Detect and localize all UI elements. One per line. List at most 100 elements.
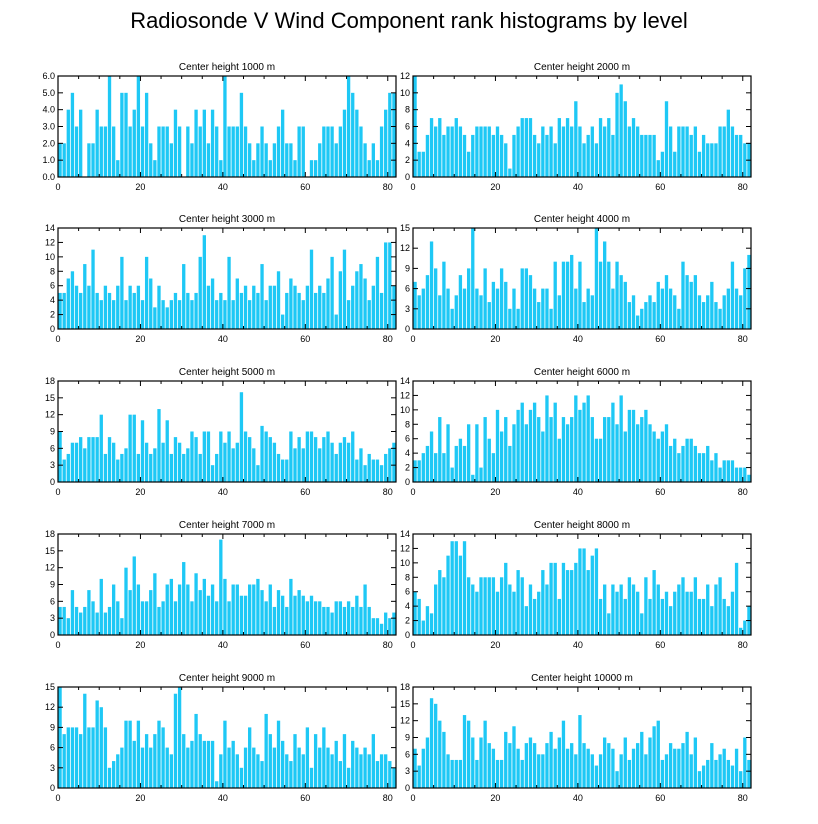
y-tick-label: 2.0: [42, 138, 55, 148]
bar: [210, 465, 215, 482]
bar: [685, 275, 689, 329]
y-tick-label: 0: [405, 783, 410, 793]
bar: [466, 151, 471, 177]
y-tick-label: 9: [50, 580, 55, 590]
bar: [293, 285, 297, 329]
bar: [177, 442, 182, 482]
y-tick-label: 10: [400, 405, 410, 415]
y-tick-label: 8: [405, 105, 410, 115]
bar: [594, 548, 599, 635]
y-tick-label: 12: [400, 243, 410, 253]
bar: [91, 727, 95, 788]
bar: [413, 748, 417, 788]
bar: [326, 126, 330, 177]
bar: [635, 126, 640, 177]
bar: [722, 460, 726, 482]
bar: [656, 584, 660, 635]
bar: [186, 126, 190, 177]
y-tick-label: 15: [45, 682, 55, 692]
bar: [297, 437, 301, 482]
bar: [235, 278, 239, 329]
bar: [107, 606, 112, 635]
bar: [644, 754, 648, 788]
bar: [83, 606, 87, 635]
bar: [260, 264, 264, 329]
bar: [726, 460, 730, 482]
bar: [153, 573, 157, 635]
bar: [603, 126, 607, 177]
bar: [120, 256, 124, 329]
bar: [367, 754, 371, 788]
bar: [553, 261, 557, 329]
bar: [223, 578, 227, 635]
bar: [570, 126, 574, 177]
bar: [169, 578, 174, 635]
bar: [379, 126, 384, 177]
bar: [578, 715, 582, 788]
bar: [607, 613, 611, 635]
bar: [434, 268, 438, 329]
bar: [516, 126, 520, 177]
bar: [582, 743, 586, 788]
bar: [438, 295, 442, 329]
x-tick-label: 60: [655, 487, 665, 497]
bar: [280, 740, 285, 788]
bar: [239, 292, 244, 329]
bar: [553, 143, 557, 177]
bar: [483, 720, 487, 788]
bar: [598, 754, 603, 788]
bar: [248, 584, 252, 635]
bar: [706, 759, 710, 788]
bar: [379, 465, 384, 482]
bar: [330, 442, 334, 482]
bar: [157, 126, 161, 177]
bar: [504, 281, 508, 329]
bar: [495, 759, 500, 788]
y-tick-label: 6: [405, 434, 410, 444]
bar: [582, 302, 586, 329]
bar: [524, 268, 529, 329]
y-tick-label: 3: [405, 304, 410, 314]
bar: [149, 143, 153, 177]
bar: [627, 126, 632, 177]
bar: [111, 126, 116, 177]
bar: [103, 126, 108, 177]
bar: [660, 151, 665, 177]
bar: [103, 285, 108, 329]
y-tick-label: 0.0: [42, 172, 55, 182]
bar: [718, 754, 722, 788]
panel-7: Center height 7000 m 0 20 40 60 80 0 3 6 9 12 15 18: [45, 520, 397, 650]
bar: [379, 623, 384, 635]
bar: [689, 281, 693, 329]
bar: [111, 584, 116, 635]
bar: [710, 606, 714, 635]
x-tick-label: 60: [300, 487, 310, 497]
bar: [153, 734, 157, 788]
bar: [615, 424, 619, 482]
bar: [95, 109, 99, 177]
bar: [355, 109, 359, 177]
bar: [293, 734, 297, 788]
bar: [239, 92, 244, 177]
bar: [111, 300, 116, 329]
bar: [532, 288, 537, 329]
bar: [598, 598, 603, 635]
bar: [603, 737, 607, 788]
bar: [367, 300, 371, 329]
x-tick-label: 80: [738, 334, 748, 344]
bar: [747, 759, 751, 788]
bar: [516, 409, 520, 482]
bar: [541, 126, 545, 177]
bar: [635, 591, 640, 635]
bar: [644, 409, 648, 482]
bar: [359, 448, 363, 482]
bar: [330, 754, 334, 788]
bar: [268, 285, 272, 329]
bar: [499, 268, 504, 329]
bar: [219, 160, 223, 177]
bar: [280, 595, 285, 635]
bar: [272, 747, 277, 788]
y-tick-label: 9: [50, 427, 55, 437]
bar: [664, 591, 669, 635]
bar: [227, 126, 231, 177]
